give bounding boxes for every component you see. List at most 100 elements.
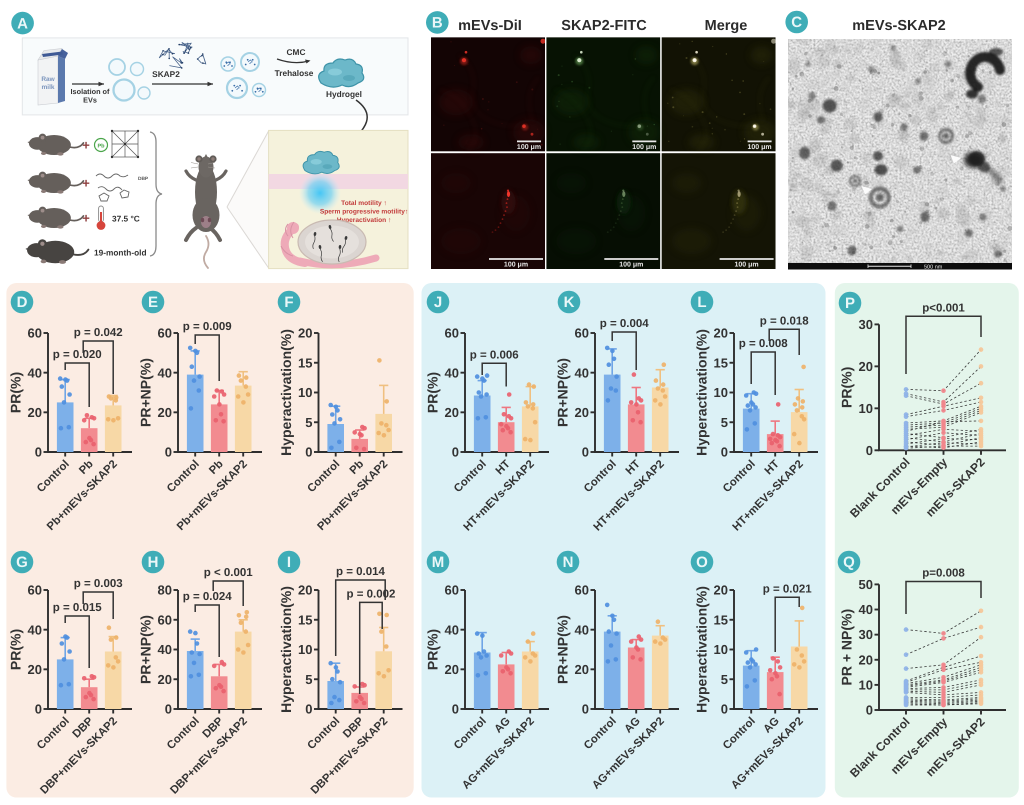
svg-text:P: P	[845, 295, 855, 312]
svg-text:mEVs-DiI: mEVs-DiI	[458, 18, 522, 34]
svg-text:40: 40	[158, 365, 172, 380]
svg-text:20: 20	[298, 326, 312, 341]
svg-text:p = 0.004: p = 0.004	[600, 318, 650, 330]
svg-text:PR(%): PR(%)	[425, 629, 441, 670]
svg-text:0: 0	[866, 443, 873, 458]
svg-text:p = 0.042: p = 0.042	[74, 327, 123, 339]
svg-text:Hyperactivation(%): Hyperactivation(%)	[694, 586, 710, 713]
svg-text:100 μm: 100 μm	[632, 144, 656, 151]
svg-text:60: 60	[445, 583, 459, 598]
svg-text:0: 0	[35, 702, 42, 717]
svg-text:0: 0	[165, 445, 172, 460]
svg-text:60: 60	[28, 326, 42, 341]
svg-text:Raw: Raw	[41, 76, 55, 83]
svg-text:p = 0.024: p = 0.024	[183, 591, 233, 603]
svg-text:p < 0.001: p < 0.001	[204, 567, 254, 579]
svg-text:20: 20	[859, 359, 873, 374]
svg-text:20: 20	[575, 662, 589, 677]
svg-text:Total motility ↑: Total motility ↑	[341, 200, 387, 207]
svg-text:PR+NP(%): PR+NP(%)	[138, 615, 154, 684]
svg-text:0: 0	[452, 702, 459, 717]
svg-text:C: C	[791, 14, 802, 31]
svg-text:0: 0	[582, 445, 589, 460]
svg-text:30: 30	[859, 627, 873, 642]
svg-text:10: 10	[298, 642, 312, 657]
svg-text:40: 40	[158, 642, 172, 657]
svg-text:M: M	[432, 554, 445, 571]
svg-text:DBP: DBP	[138, 176, 149, 182]
svg-text:PR(%): PR(%)	[839, 367, 855, 408]
svg-text:5: 5	[305, 672, 312, 687]
svg-text:30: 30	[859, 317, 873, 332]
svg-text:0: 0	[305, 445, 312, 460]
svg-text:37.5 °C: 37.5 °C	[112, 214, 140, 224]
svg-text:CMC: CMC	[287, 47, 306, 57]
svg-text:0: 0	[305, 702, 312, 717]
svg-text:50: 50	[859, 577, 873, 592]
svg-text:15: 15	[298, 355, 312, 370]
svg-text:Merge: Merge	[705, 18, 748, 34]
svg-text:0: 0	[721, 702, 728, 717]
svg-text:p = 0.020: p = 0.020	[53, 349, 102, 361]
svg-text:p = 0.014: p = 0.014	[336, 566, 386, 578]
svg-text:5: 5	[721, 415, 728, 430]
svg-text:PR+NP(%): PR+NP(%)	[138, 358, 154, 427]
svg-text:Sperm progressive motility↑: Sperm progressive motility↑	[320, 209, 408, 216]
svg-text:80: 80	[158, 583, 172, 598]
svg-text:H: H	[148, 554, 159, 571]
svg-text:19-month-old: 19-month-old	[94, 248, 147, 258]
svg-text:100 μm: 100 μm	[748, 144, 772, 151]
svg-text:p = 0.008: p = 0.008	[739, 338, 789, 350]
svg-text:60: 60	[575, 326, 589, 341]
svg-text:0: 0	[721, 445, 728, 460]
svg-text:PR+NP(%): PR+NP(%)	[555, 358, 571, 427]
svg-text:Pb: Pb	[97, 144, 105, 150]
svg-text:10: 10	[298, 385, 312, 400]
svg-text:G: G	[16, 554, 28, 571]
svg-text:40: 40	[575, 365, 589, 380]
svg-text:40: 40	[859, 602, 873, 617]
svg-text:K: K	[564, 294, 575, 311]
svg-text:p = 0.006: p = 0.006	[470, 349, 519, 361]
svg-text:PR(%): PR(%)	[8, 629, 24, 670]
svg-text:Isolation of: Isolation of	[71, 87, 110, 96]
svg-text:Hyperactivation(%): Hyperactivation(%)	[278, 329, 294, 456]
svg-text:p = 0.003: p = 0.003	[74, 578, 123, 590]
svg-text:100 μm: 100 μm	[504, 262, 528, 269]
svg-text:40: 40	[575, 622, 589, 637]
svg-text:E: E	[148, 294, 158, 311]
svg-text:PR(%): PR(%)	[425, 372, 441, 413]
svg-text:p=0.008: p=0.008	[922, 568, 965, 580]
svg-text:0: 0	[35, 445, 42, 460]
svg-text:60: 60	[445, 326, 459, 341]
svg-text:p<0.001: p<0.001	[922, 302, 965, 314]
svg-text:20: 20	[859, 652, 873, 667]
svg-text:100 μm: 100 μm	[517, 144, 541, 151]
svg-text:60: 60	[158, 612, 172, 627]
svg-text:+: +	[82, 138, 90, 153]
svg-text:Hyperactivation(%): Hyperactivation(%)	[278, 586, 294, 713]
svg-text:0: 0	[582, 702, 589, 717]
svg-text:PR+NP(%): PR+NP(%)	[555, 615, 571, 684]
svg-text:15: 15	[714, 612, 728, 627]
svg-text:60: 60	[575, 583, 589, 598]
svg-text:40: 40	[445, 365, 459, 380]
svg-text:60: 60	[28, 583, 42, 598]
svg-text:500 nm: 500 nm	[924, 264, 943, 270]
svg-text:p = 0.009: p = 0.009	[183, 321, 232, 333]
svg-text:10: 10	[714, 642, 728, 657]
svg-text:mEVs-SKAP2: mEVs-SKAP2	[852, 18, 945, 34]
svg-text:0: 0	[452, 445, 459, 460]
svg-text:milk: milk	[41, 84, 54, 91]
svg-text:10: 10	[859, 677, 873, 692]
svg-text:5: 5	[721, 672, 728, 687]
svg-text:20: 20	[158, 405, 172, 420]
svg-text:Trehalose: Trehalose	[275, 68, 314, 78]
svg-text:60: 60	[158, 326, 172, 341]
svg-text:10: 10	[714, 385, 728, 400]
svg-text:0: 0	[866, 703, 873, 718]
svg-text:EVs: EVs	[83, 96, 97, 105]
svg-text:p = 0.015: p = 0.015	[53, 602, 103, 614]
svg-text:p = 0.002: p = 0.002	[346, 588, 395, 600]
svg-text:+: +	[82, 176, 90, 191]
